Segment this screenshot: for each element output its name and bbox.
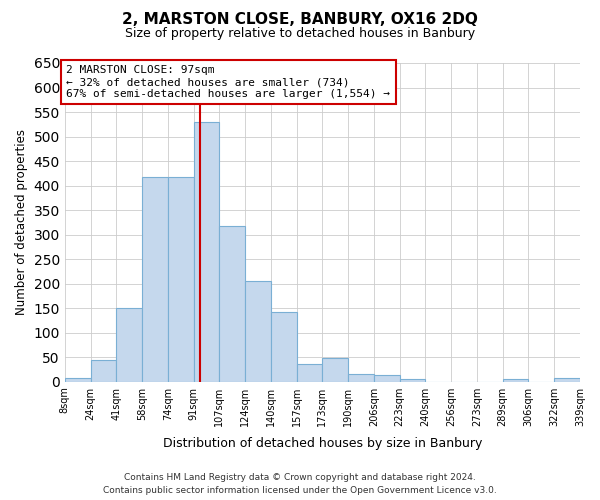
Bar xyxy=(296,364,322,382)
X-axis label: Distribution of detached houses by size in Banbury: Distribution of detached houses by size … xyxy=(163,437,482,450)
Bar xyxy=(220,226,245,382)
Bar xyxy=(322,358,348,382)
Bar xyxy=(245,280,271,382)
Bar xyxy=(400,379,425,382)
Text: 2, MARSTON CLOSE, BANBURY, OX16 2DQ: 2, MARSTON CLOSE, BANBURY, OX16 2DQ xyxy=(122,12,478,28)
Bar xyxy=(116,308,142,382)
Bar xyxy=(65,378,91,382)
Text: Contains HM Land Registry data © Crown copyright and database right 2024.
Contai: Contains HM Land Registry data © Crown c… xyxy=(103,473,497,495)
Bar xyxy=(271,312,296,382)
Bar xyxy=(91,360,116,382)
Bar xyxy=(554,378,580,382)
Bar xyxy=(194,122,220,382)
Bar xyxy=(374,376,400,382)
Bar xyxy=(142,176,168,382)
Bar xyxy=(168,176,194,382)
Bar xyxy=(503,379,529,382)
Bar xyxy=(348,374,374,382)
Text: 2 MARSTON CLOSE: 97sqm
← 32% of detached houses are smaller (734)
67% of semi-de: 2 MARSTON CLOSE: 97sqm ← 32% of detached… xyxy=(67,66,391,98)
Text: Size of property relative to detached houses in Banbury: Size of property relative to detached ho… xyxy=(125,28,475,40)
Y-axis label: Number of detached properties: Number of detached properties xyxy=(15,130,28,316)
